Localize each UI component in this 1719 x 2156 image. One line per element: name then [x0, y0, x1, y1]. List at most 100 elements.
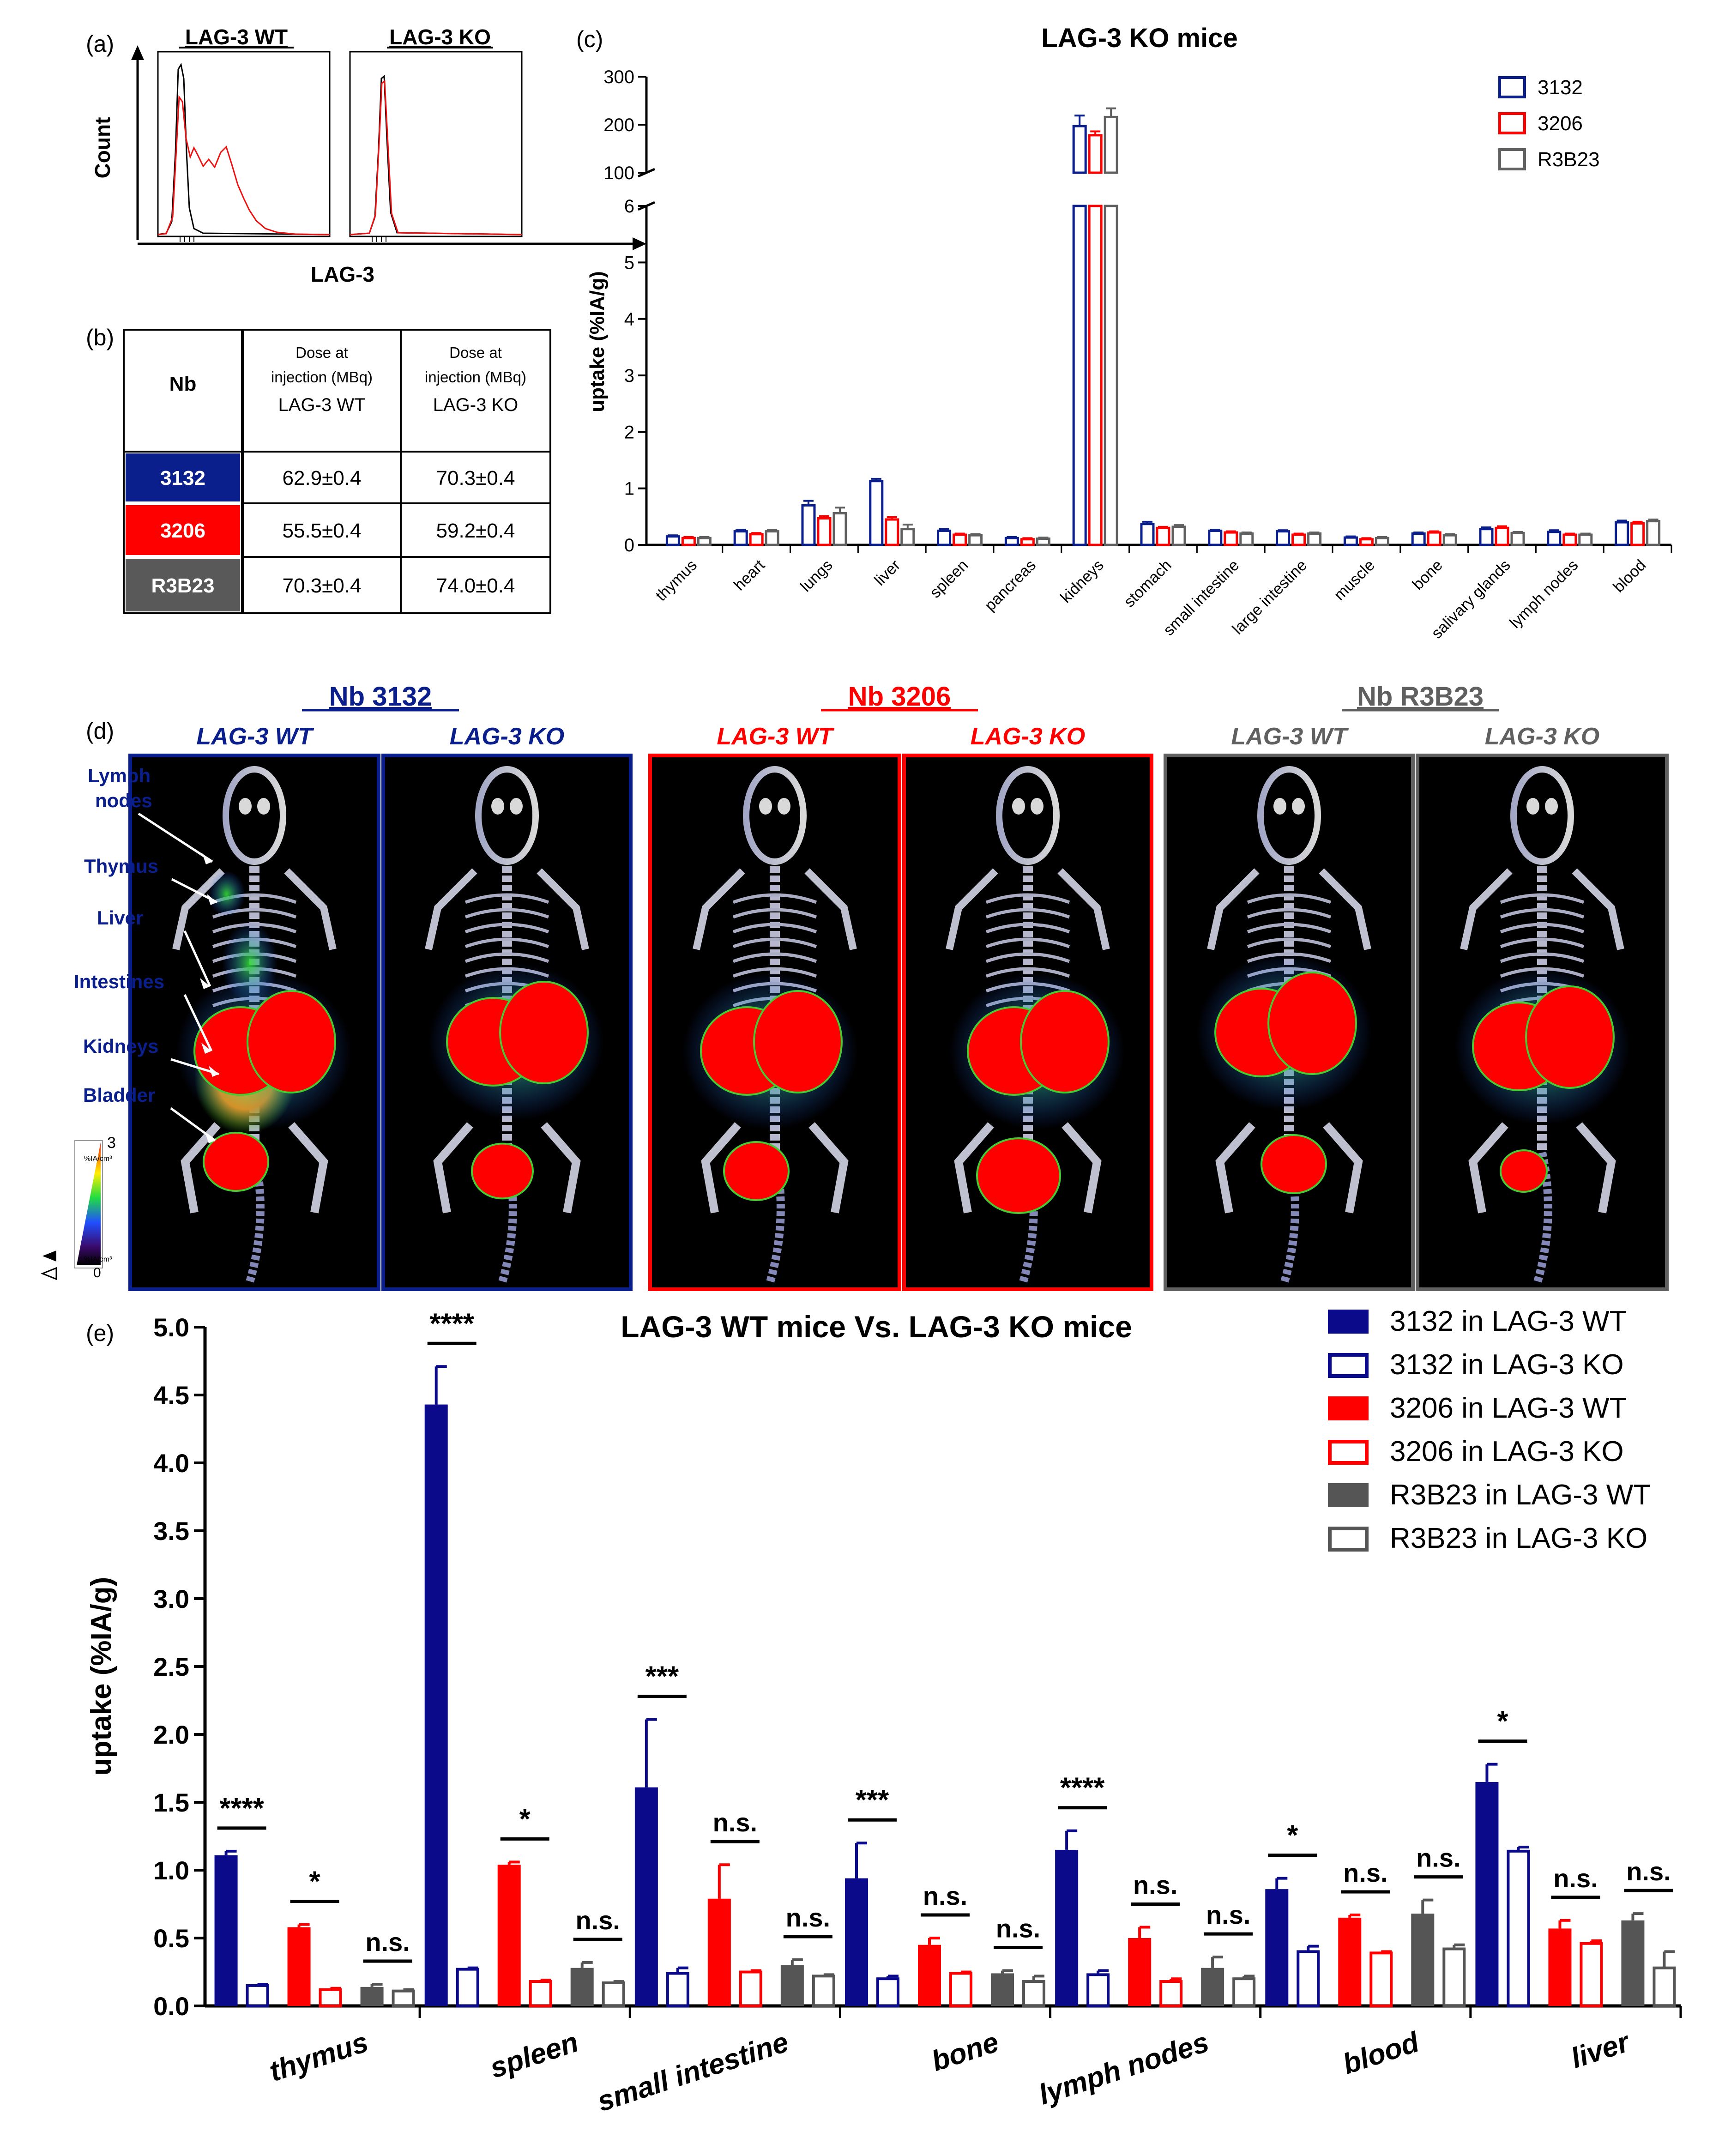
histogram-ko-red-curve	[350, 80, 522, 236]
chart-c: (c) LAG-3 KO mice uptake (%IA/g) 0 1 2 3 4 5 6…	[576, 23, 1672, 642]
kidney-right-uptake	[753, 990, 843, 1093]
rib	[464, 937, 549, 948]
rib	[1500, 952, 1585, 963]
chart-e-bar	[780, 1965, 804, 2006]
chart-c-bar	[832, 512, 847, 546]
color-scale-unit: %IA/cm³	[84, 1155, 112, 1163]
panel-label-a: (a)	[86, 31, 114, 57]
chart-c-xtick-label: lymph nodes	[1506, 556, 1581, 632]
panel-a-xlabel: LAG-3	[311, 262, 374, 286]
chart-e-ytick-label: 0.0	[153, 1992, 189, 2021]
chart-c-ylabel: uptake (%IA/g)	[586, 271, 609, 412]
bladder-uptake	[1261, 1134, 1327, 1194]
chart-e-bar	[287, 1927, 311, 2006]
significance-label: n.s.	[1343, 1858, 1387, 1887]
chart-e-ytick-label: 4.5	[153, 1381, 189, 1410]
foreleg	[425, 868, 477, 950]
chart-c-bar	[1547, 531, 1562, 546]
panel-label-b: (b)	[86, 325, 114, 350]
chart-e-bar	[876, 1977, 899, 2008]
skull	[1257, 766, 1321, 865]
chart-e-legend-swatch	[1328, 1310, 1369, 1334]
chart-c-legend-label: 3132	[1538, 76, 1583, 99]
rib	[985, 937, 1070, 948]
foreleg	[1057, 868, 1110, 950]
hindleg	[1215, 1122, 1255, 1214]
chart-c-bar	[749, 533, 764, 546]
chart-e-legend-swatch	[1328, 1440, 1369, 1465]
rib	[732, 893, 817, 904]
rib	[1500, 937, 1585, 948]
chart-c-ytick-label: 2	[624, 422, 634, 442]
chart-c-xtick-label: pancreas	[981, 556, 1039, 615]
chart-c-ytick-label: 200	[603, 115, 634, 135]
rib	[985, 952, 1070, 963]
chart-c-bar	[1276, 530, 1291, 546]
kidney-right-uptake	[1267, 972, 1357, 1075]
chart-e-ytick-label: 1.5	[153, 1788, 189, 1817]
chart-e-ytick-label: 2.0	[153, 1720, 189, 1749]
table-dose-area	[242, 329, 551, 614]
foreleg	[804, 868, 857, 950]
chart-c-bar	[968, 534, 983, 546]
chart-c-ytick-label: 4	[624, 309, 634, 330]
hindleg	[433, 1122, 473, 1214]
hindleg	[808, 1122, 849, 1214]
histogram-wt-black-curve	[157, 62, 330, 236]
chart-c-xtick-label: kidneys	[1057, 556, 1107, 606]
hindleg	[1323, 1122, 1363, 1214]
foreleg	[284, 868, 337, 950]
chart-e-ytick-label: 3.0	[153, 1584, 189, 1613]
chart-e-legend-label: 3132 in LAG-3 KO	[1390, 1349, 1624, 1381]
significance-label: n.s.	[713, 1808, 757, 1837]
organ-arrow	[183, 930, 211, 987]
kidney-right-uptake	[247, 990, 336, 1093]
table-header-dose-ko-small2: injection (MBq)	[425, 368, 526, 386]
image-group-title: Nb R3B23	[1357, 682, 1484, 712]
chart-e-bar	[634, 1787, 658, 2006]
chart-c-bar	[869, 480, 884, 546]
histogram-wt-frame	[157, 51, 331, 237]
chart-e-legend-swatch	[1328, 1396, 1369, 1420]
bladder-uptake	[1500, 1149, 1548, 1193]
foreleg	[1207, 868, 1260, 950]
chart-c-legend-label: 3206	[1538, 112, 1583, 135]
chart-e-ytick-label: 4.0	[153, 1449, 189, 1478]
chart-c-bar	[733, 530, 748, 546]
chart-e-bar	[707, 1898, 731, 2006]
chart-e-bar	[1086, 1973, 1110, 2007]
organ-arrowhead	[205, 1132, 215, 1143]
panel-a: (a) Count LAG-3 LAG-3 WT LAG-3 KO	[86, 25, 646, 286]
hindleg	[701, 1122, 741, 1214]
organ-label: Bladder	[83, 1084, 155, 1106]
foreleg	[172, 868, 225, 950]
chart-c-ytick-label: 100	[603, 163, 634, 183]
table-dose-wt-value: 55.5±0.4	[283, 519, 362, 542]
significance-label: ****	[429, 1308, 474, 1340]
significance-label: n.s.	[1133, 1870, 1177, 1899]
chart-e-bar	[1297, 1950, 1320, 2007]
kidney-right-uptake	[1020, 990, 1110, 1093]
significance-label: n.s.	[1626, 1857, 1671, 1886]
chart-c-xtick-label: spleen	[927, 556, 972, 602]
skull-detail	[778, 798, 790, 815]
chart-e-bar	[424, 1404, 448, 2006]
rib	[1247, 893, 1332, 904]
hindleg	[1062, 1122, 1102, 1214]
organ-arrow	[138, 812, 213, 863]
rib	[985, 908, 1070, 919]
chart-c-bar	[697, 537, 712, 546]
skull-detail	[1031, 798, 1043, 815]
chart-e-legend-swatch	[1328, 1527, 1369, 1552]
rib	[464, 893, 549, 904]
significance-label: ****	[219, 1793, 264, 1824]
chart-e-legend-swatch	[1328, 1483, 1369, 1507]
scale-marker	[42, 1250, 56, 1262]
chart-e-legend-label: R3B23 in LAG-3 KO	[1390, 1522, 1647, 1554]
image-subtitle: LAG-3 KO	[1485, 723, 1599, 750]
chart-e-bar	[991, 1973, 1014, 2006]
chart-c-bar	[1104, 115, 1118, 174]
significance-label: *	[309, 1866, 321, 1898]
skull-detail	[1526, 798, 1539, 815]
chart-e-bar	[666, 1972, 689, 2007]
